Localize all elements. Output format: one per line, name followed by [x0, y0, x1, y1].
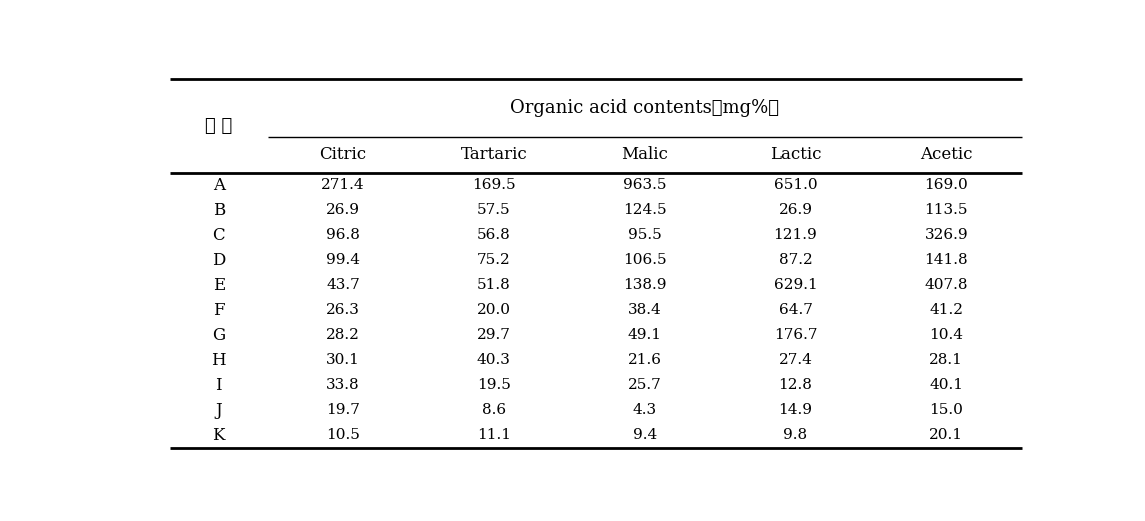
Text: 64.7: 64.7 — [779, 303, 813, 317]
Text: 99.4: 99.4 — [326, 253, 361, 267]
Text: I: I — [215, 377, 222, 394]
Text: Lactic: Lactic — [769, 146, 821, 163]
Text: 14.9: 14.9 — [779, 403, 813, 417]
Text: 407.8: 407.8 — [924, 278, 968, 292]
Text: 28.2: 28.2 — [326, 328, 360, 342]
Text: Organic acid contents（mg%）: Organic acid contents（mg%） — [511, 98, 779, 117]
Text: 87.2: 87.2 — [779, 253, 812, 267]
Text: 샘 플: 샘 플 — [205, 117, 232, 135]
Text: 41.2: 41.2 — [930, 303, 963, 317]
Text: G: G — [212, 327, 226, 344]
Text: K: K — [213, 427, 224, 444]
Text: 96.8: 96.8 — [326, 228, 360, 242]
Text: 21.6: 21.6 — [627, 353, 662, 367]
Text: 169.5: 169.5 — [472, 178, 515, 192]
Text: 20.0: 20.0 — [476, 303, 511, 317]
Text: 57.5: 57.5 — [477, 203, 511, 217]
Text: 26.9: 26.9 — [326, 203, 361, 217]
Text: 11.1: 11.1 — [476, 428, 511, 442]
Text: 4.3: 4.3 — [632, 403, 657, 417]
Text: 326.9: 326.9 — [924, 228, 968, 242]
Text: 26.3: 26.3 — [326, 303, 360, 317]
Text: 27.4: 27.4 — [779, 353, 813, 367]
Text: D: D — [212, 252, 226, 269]
Text: 271.4: 271.4 — [322, 178, 365, 192]
Text: 10.5: 10.5 — [326, 428, 360, 442]
Text: 40.3: 40.3 — [477, 353, 511, 367]
Text: 33.8: 33.8 — [326, 378, 360, 392]
Text: 25.7: 25.7 — [627, 378, 662, 392]
Text: F: F — [213, 302, 224, 319]
Text: 124.5: 124.5 — [623, 203, 666, 217]
Text: 9.8: 9.8 — [783, 428, 807, 442]
Text: 8.6: 8.6 — [482, 403, 506, 417]
Text: 19.5: 19.5 — [477, 378, 511, 392]
Text: 28.1: 28.1 — [930, 353, 963, 367]
Text: 95.5: 95.5 — [627, 228, 662, 242]
Text: C: C — [213, 227, 226, 244]
Text: 113.5: 113.5 — [924, 203, 968, 217]
Text: 38.4: 38.4 — [627, 303, 662, 317]
Text: 19.7: 19.7 — [326, 403, 360, 417]
Text: 176.7: 176.7 — [774, 328, 818, 342]
Text: H: H — [212, 352, 226, 369]
Text: 40.1: 40.1 — [930, 378, 963, 392]
Text: B: B — [213, 202, 224, 219]
Text: 10.4: 10.4 — [930, 328, 963, 342]
Text: 138.9: 138.9 — [623, 278, 666, 292]
Text: 49.1: 49.1 — [627, 328, 662, 342]
Text: A: A — [213, 177, 224, 194]
Text: 141.8: 141.8 — [924, 253, 968, 267]
Text: 629.1: 629.1 — [774, 278, 818, 292]
Text: 75.2: 75.2 — [477, 253, 511, 267]
Text: 121.9: 121.9 — [774, 228, 818, 242]
Text: 20.1: 20.1 — [930, 428, 963, 442]
Text: 43.7: 43.7 — [326, 278, 360, 292]
Text: Malic: Malic — [622, 146, 668, 163]
Text: 963.5: 963.5 — [623, 178, 666, 192]
Text: 56.8: 56.8 — [477, 228, 511, 242]
Text: 651.0: 651.0 — [774, 178, 818, 192]
Text: Tartaric: Tartaric — [460, 146, 527, 163]
Text: 169.0: 169.0 — [924, 178, 969, 192]
Text: 12.8: 12.8 — [779, 378, 813, 392]
Text: J: J — [215, 402, 222, 419]
Text: Citric: Citric — [319, 146, 366, 163]
Text: 106.5: 106.5 — [623, 253, 666, 267]
Text: Acetic: Acetic — [919, 146, 972, 163]
Text: 26.9: 26.9 — [779, 203, 813, 217]
Text: 30.1: 30.1 — [326, 353, 360, 367]
Text: 15.0: 15.0 — [930, 403, 963, 417]
Text: 29.7: 29.7 — [477, 328, 511, 342]
Text: 51.8: 51.8 — [477, 278, 511, 292]
Text: 9.4: 9.4 — [632, 428, 657, 442]
Text: E: E — [213, 277, 224, 294]
